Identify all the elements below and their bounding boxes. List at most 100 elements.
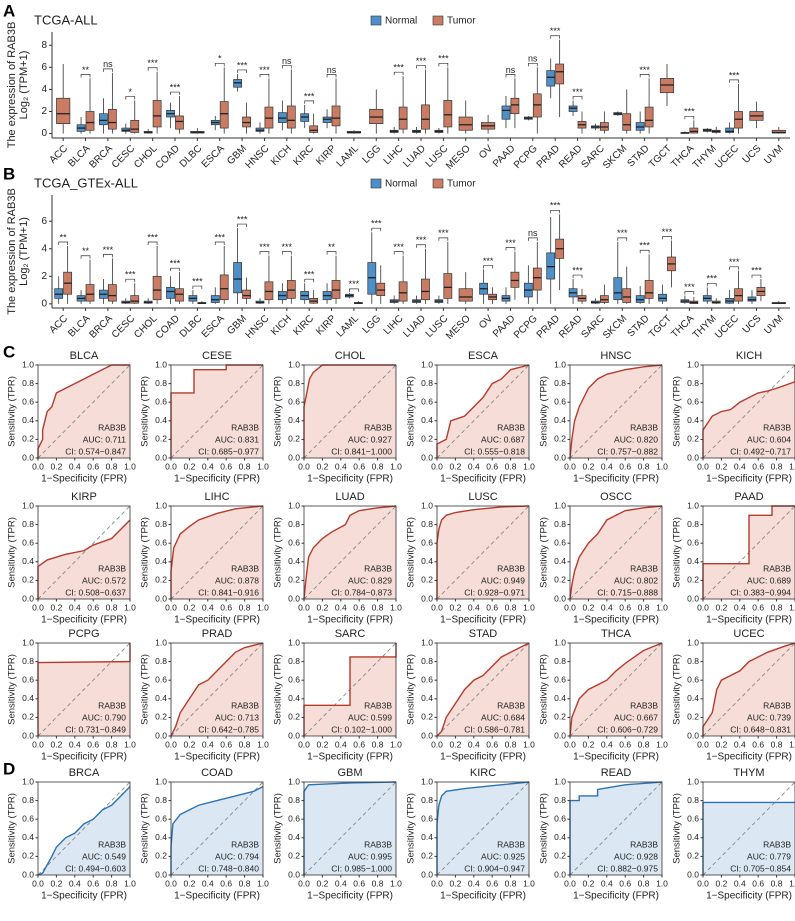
x-axis-label: 1−Specificity (FPR) [41, 615, 127, 626]
x-tick-label: 0.0 [564, 602, 576, 612]
x-tick-label: UCS [741, 313, 764, 336]
annotation: AUC: 0.820 [614, 434, 658, 444]
annotation: CI: 0.648−0.831 [730, 724, 791, 734]
x-tick-label: MESO [444, 143, 473, 172]
x-tick-label: 0.6 [619, 878, 631, 888]
x-tick-label: 0.2 [183, 739, 195, 749]
y-tick-label: 0.2 [22, 851, 34, 861]
x-axis-label: 1−Specificity (FPR) [706, 474, 792, 485]
x-tick-label: 0.4 [202, 461, 214, 471]
x-tick-label: CESC [110, 313, 137, 340]
x-tick-label: 0.8 [771, 878, 783, 888]
x-axis-label: 1−Specificity (FPR) [307, 474, 393, 485]
plot-border [436, 781, 530, 876]
x-tick-label: 0.4 [601, 602, 613, 612]
x-tick-label: 0.8 [771, 739, 783, 749]
x-tick-label: KICH [269, 143, 294, 168]
x-tick-label: READ [557, 143, 584, 170]
y-tick-label: 0.0 [155, 730, 167, 740]
significance-label: ns [327, 65, 337, 75]
x-tick-label: PCPG [512, 313, 540, 341]
x-tick-label: 0.0 [697, 602, 709, 612]
y-tick-label: 0.6 [22, 537, 34, 547]
significance-bracket [393, 71, 404, 76]
x-tick-label: 0.4 [335, 878, 347, 888]
y-tick-label: 0.0 [554, 730, 566, 740]
y-tick-label: 1.0 [554, 637, 566, 647]
y-axis-label: Sensitivity (TPR) [539, 793, 550, 864]
y-tick-label: 0 [41, 128, 47, 139]
y-tick-label: 2 [41, 271, 47, 282]
y-tick-label: 6 [41, 62, 47, 73]
x-tick-label: 0.8 [505, 878, 517, 888]
reference-diagonal [170, 364, 264, 459]
annotation: AUC: 0.687 [481, 434, 525, 444]
annotation: AUC: 0.794 [215, 851, 259, 861]
box [99, 113, 108, 126]
y-tick-label: 0.4 [554, 832, 566, 842]
roc-curve [702, 365, 795, 458]
y-tick-label: 0.0 [421, 869, 433, 879]
annotation: AUC: 0.802 [614, 575, 658, 585]
x-tick-label: 0.6 [619, 739, 631, 749]
significance-label: *** [572, 265, 583, 275]
annotation: CI: 0.606−0.729 [597, 724, 658, 734]
x-tick-label: 0.0 [431, 461, 443, 471]
chart-title: GBM [337, 767, 362, 779]
box [108, 284, 117, 302]
significance-label: *** [170, 259, 181, 269]
x-axis-label: 1−Specificity (FPR) [573, 474, 659, 485]
legend-swatch [370, 15, 382, 26]
significance-label: *** [617, 228, 628, 238]
chart-title: PAAD [734, 491, 763, 503]
y-tick-label: 0.2 [421, 712, 433, 722]
annotation: RAB3B [364, 422, 392, 432]
annotation: RAB3B [231, 700, 259, 710]
significance-label: *** [214, 232, 225, 242]
x-tick-label: KIRP [314, 143, 339, 168]
x-tick-label: 0.8 [372, 878, 384, 888]
significance-bracket [416, 244, 426, 248]
x-tick-label: 1.0 [789, 602, 795, 612]
chart-title: KIRP [71, 491, 97, 503]
roc-curve [170, 786, 264, 875]
significance-label: *** [550, 201, 561, 211]
annotation: CI: 0.882−0.975 [597, 863, 658, 873]
y-tick-label: 0.2 [288, 575, 300, 585]
annotation: CI: 0.508−0.637 [65, 587, 126, 597]
x-tick-label: OV [477, 143, 495, 161]
box [175, 115, 184, 130]
y-tick-label: 0.2 [288, 851, 300, 861]
x-tick-label: CESC [110, 143, 137, 170]
x-axis-label: 1−Specificity (FPR) [307, 891, 393, 902]
y-axis-label: Sensitivity (TPR) [140, 793, 151, 864]
y-tick-label: 0.2 [554, 851, 566, 861]
x-axis-label: 1−Specificity (FPR) [706, 891, 792, 902]
x-tick-label: KIRC [291, 313, 316, 338]
legend-label: Tumor [447, 16, 476, 27]
annotation: RAB3B [231, 563, 259, 573]
chart-title: STAD [469, 628, 498, 640]
x-tick-label: 0.0 [32, 461, 44, 471]
y-tick-label: 0.6 [22, 674, 34, 684]
box [54, 288, 64, 299]
legend-label: Tumor [447, 179, 476, 190]
significance-bracket [505, 74, 516, 78]
y-tick-label: 0.4 [687, 556, 699, 566]
significance-bracket [416, 65, 426, 69]
x-tick-label: 0.8 [239, 602, 251, 612]
chart-title: CESE [202, 350, 232, 362]
y-tick-label: 4 [41, 84, 47, 95]
x-tick-label: 0.2 [582, 878, 594, 888]
reference-diagonal [436, 642, 530, 737]
y-axis-label: Sensitivity (TPR) [539, 376, 550, 447]
plot-border [303, 364, 397, 459]
y-tick-label: 1.0 [288, 776, 300, 786]
significance-bracket [147, 67, 158, 71]
x-tick-label: ESCA [200, 313, 227, 340]
x-tick-label: 0.4 [601, 739, 613, 749]
x-tick-label: 0.0 [298, 739, 310, 749]
roc-curve [37, 786, 131, 876]
y-axis-label: Sensitivity (TPR) [273, 376, 284, 447]
y-tick-label: 1.0 [288, 359, 300, 369]
